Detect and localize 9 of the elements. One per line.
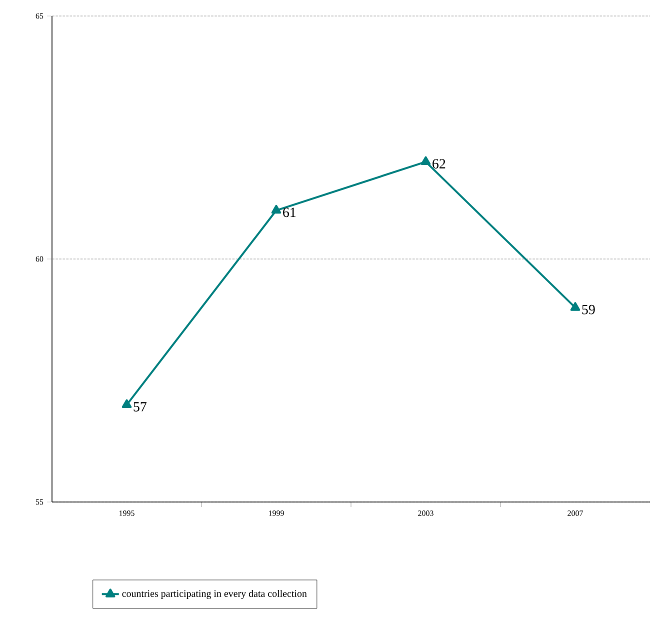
data-label: 61: [283, 208, 296, 218]
data-label: 62: [432, 159, 446, 168]
legend-label: countries participating in every data collection: [122, 590, 307, 600]
point: [570, 302, 580, 311]
point: [420, 156, 431, 166]
data-label: 57: [134, 402, 146, 412]
data-label: 59: [582, 304, 595, 314]
point: [122, 399, 132, 408]
point: [271, 204, 282, 214]
